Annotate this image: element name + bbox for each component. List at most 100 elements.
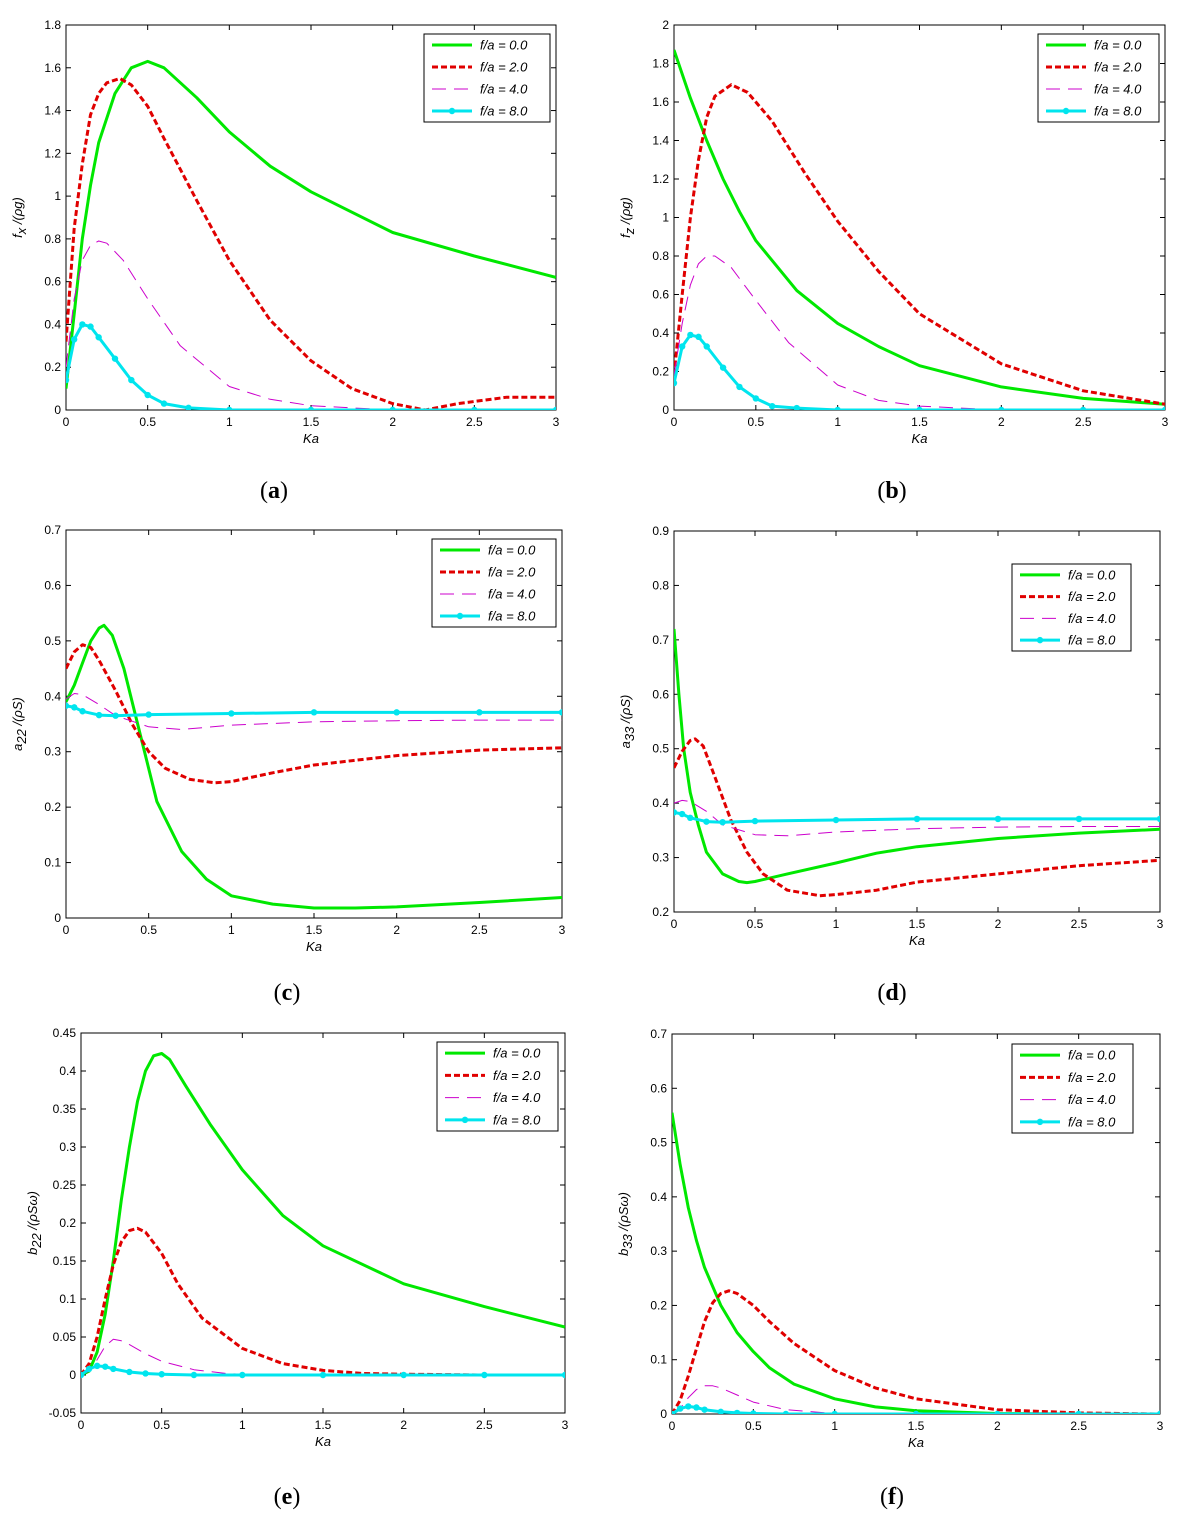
x-tick-label: 0 bbox=[671, 415, 678, 429]
series-point bbox=[994, 1410, 1001, 1414]
legend-label: f/a = 8.0 bbox=[480, 104, 528, 119]
legend-label: f/a = 4.0 bbox=[493, 1090, 541, 1105]
series-point bbox=[834, 406, 841, 410]
x-tick-label: 2.5 bbox=[1071, 917, 1088, 931]
caption-a: (a) bbox=[260, 478, 288, 504]
x-tick-label: 0.5 bbox=[747, 415, 764, 429]
series-point bbox=[393, 709, 400, 716]
series-point bbox=[307, 406, 315, 410]
x-tick-label: 2.5 bbox=[476, 1418, 493, 1432]
x-tick-label: 1 bbox=[239, 1418, 246, 1432]
y-tick-label: 0.7 bbox=[652, 633, 669, 647]
y-axis-label: a33 /(ρS) bbox=[618, 695, 637, 749]
x-tick-label: 1.5 bbox=[909, 917, 926, 931]
x-tick-label: 1 bbox=[833, 917, 840, 931]
x-tick-label: 1 bbox=[228, 923, 235, 937]
legend-label: f/a = 0.0 bbox=[1068, 1048, 1116, 1063]
y-axis-label: b33 /(ρSω) bbox=[616, 1192, 635, 1256]
legend-b: f/a = 0.0 f/a = 2.0 f/a = 4.0 f/a = 8.0 bbox=[1037, 33, 1160, 123]
legend-f: f/a = 0.0 f/a = 2.0 f/a = 4.0 f/a = 8.0 bbox=[1011, 1043, 1134, 1134]
series-point bbox=[561, 1371, 565, 1379]
series-line-a-0 bbox=[66, 59, 556, 389]
legend-label: f/a = 0.0 bbox=[1068, 567, 1116, 582]
legend-label: f/a = 8.0 bbox=[1094, 104, 1142, 119]
series-point bbox=[95, 334, 102, 341]
chart-d: 0 0.5 1 1.5 2 2.5 3 0.2 0.3 0.4 0.5 0.6 0.7 0.8 0.9 Ka a… bbox=[618, 524, 1164, 948]
caption-e-letter: e bbox=[281, 1484, 293, 1510]
series-point bbox=[678, 343, 686, 350]
series-point bbox=[93, 1362, 101, 1370]
x-tick-label: 0 bbox=[63, 415, 70, 429]
x-axis-label: Ka bbox=[306, 939, 322, 954]
x-tick-label: 0.5 bbox=[139, 415, 156, 429]
series-point bbox=[79, 321, 86, 328]
caption-f-letter: f bbox=[888, 1484, 896, 1510]
y-tick-label: 0.2 bbox=[652, 905, 669, 919]
series-point bbox=[701, 1406, 708, 1413]
legend-label: f/a = 2.0 bbox=[1068, 589, 1116, 604]
series-point bbox=[558, 709, 562, 716]
legend-label: f/a = 2.0 bbox=[488, 565, 536, 580]
x-axis-label: Ka bbox=[912, 431, 928, 446]
y-tick-label: 0.4 bbox=[652, 796, 669, 810]
series-point bbox=[752, 395, 760, 402]
series-point bbox=[102, 1363, 109, 1370]
x-tick-label: 2 bbox=[998, 415, 1005, 429]
legend-label: f/a = 4.0 bbox=[1068, 611, 1116, 626]
series-line-b-1 bbox=[674, 83, 1165, 406]
y-tick-label: 1.8 bbox=[44, 18, 61, 32]
series-point bbox=[85, 1365, 93, 1373]
caption-c-letter: c bbox=[281, 980, 293, 1006]
series-point bbox=[552, 406, 556, 410]
series-point bbox=[126, 1368, 133, 1376]
y-tick-label: 0 bbox=[660, 1407, 667, 1421]
series-point bbox=[733, 1409, 741, 1414]
series-point bbox=[160, 400, 168, 407]
x-tick-label: 2 bbox=[400, 1418, 407, 1432]
x-tick-label: 0 bbox=[63, 923, 70, 937]
series-point bbox=[1161, 406, 1165, 410]
y-tick-label: 0.3 bbox=[650, 1244, 667, 1258]
series-point bbox=[695, 333, 702, 341]
series-point bbox=[782, 1410, 790, 1414]
x-tick-label: 0.5 bbox=[140, 923, 157, 937]
x-tick-label: 3 bbox=[562, 1418, 569, 1432]
legend-label: f/a = 8.0 bbox=[1068, 1114, 1116, 1129]
series-point bbox=[145, 711, 152, 718]
y-tick-label: 0.45 bbox=[53, 1026, 77, 1040]
series-point bbox=[685, 1403, 692, 1410]
legend-label: f/a = 8.0 bbox=[488, 609, 536, 624]
series-line-c-2 bbox=[66, 693, 562, 730]
y-tick-label: 0 bbox=[662, 403, 669, 417]
x-tick-label: 2.5 bbox=[1075, 415, 1092, 429]
legend-marker bbox=[1036, 636, 1044, 644]
legend-label: f/a = 8.0 bbox=[493, 1112, 541, 1127]
y-axis-label: fx /(ρg) bbox=[10, 197, 29, 238]
series-point bbox=[1075, 815, 1083, 823]
x-axis-label: Ka bbox=[303, 431, 319, 446]
x-tick-label: 1.5 bbox=[911, 415, 928, 429]
series-point bbox=[319, 1371, 327, 1379]
chart-e: 0 0.5 1 1.5 2 2.5 3-0.0500.050.10.150.20.250.3… bbox=[25, 1026, 569, 1449]
legend-e: f/a = 0.0 f/a = 2.0 f/a = 4.0 f/a = 8.0 bbox=[436, 1041, 559, 1132]
legend-label: f/a = 2.0 bbox=[1068, 1070, 1116, 1085]
series-point bbox=[687, 814, 694, 822]
series-point bbox=[831, 1410, 838, 1414]
series-line-c-0 bbox=[66, 623, 562, 910]
series-point bbox=[476, 709, 483, 716]
x-tick-label: 1 bbox=[226, 415, 233, 429]
x-tick-label: 2 bbox=[995, 917, 1002, 931]
series-point bbox=[79, 708, 86, 715]
legend-label: f/a = 4.0 bbox=[1068, 1092, 1116, 1107]
y-tick-label: 0.4 bbox=[652, 326, 669, 340]
x-axis-label: Ka bbox=[909, 933, 925, 948]
series-point bbox=[142, 1370, 149, 1377]
legend-label: f/a = 8.0 bbox=[1068, 633, 1116, 648]
y-tick-label: 0.1 bbox=[650, 1353, 667, 1367]
series-line-c-1 bbox=[66, 643, 562, 785]
series-line-a-2 bbox=[66, 240, 556, 410]
series-point bbox=[769, 402, 776, 410]
y-tick-label: 1.4 bbox=[652, 134, 669, 148]
legend-label: f/a = 0.0 bbox=[488, 543, 536, 558]
series-point bbox=[674, 379, 678, 387]
